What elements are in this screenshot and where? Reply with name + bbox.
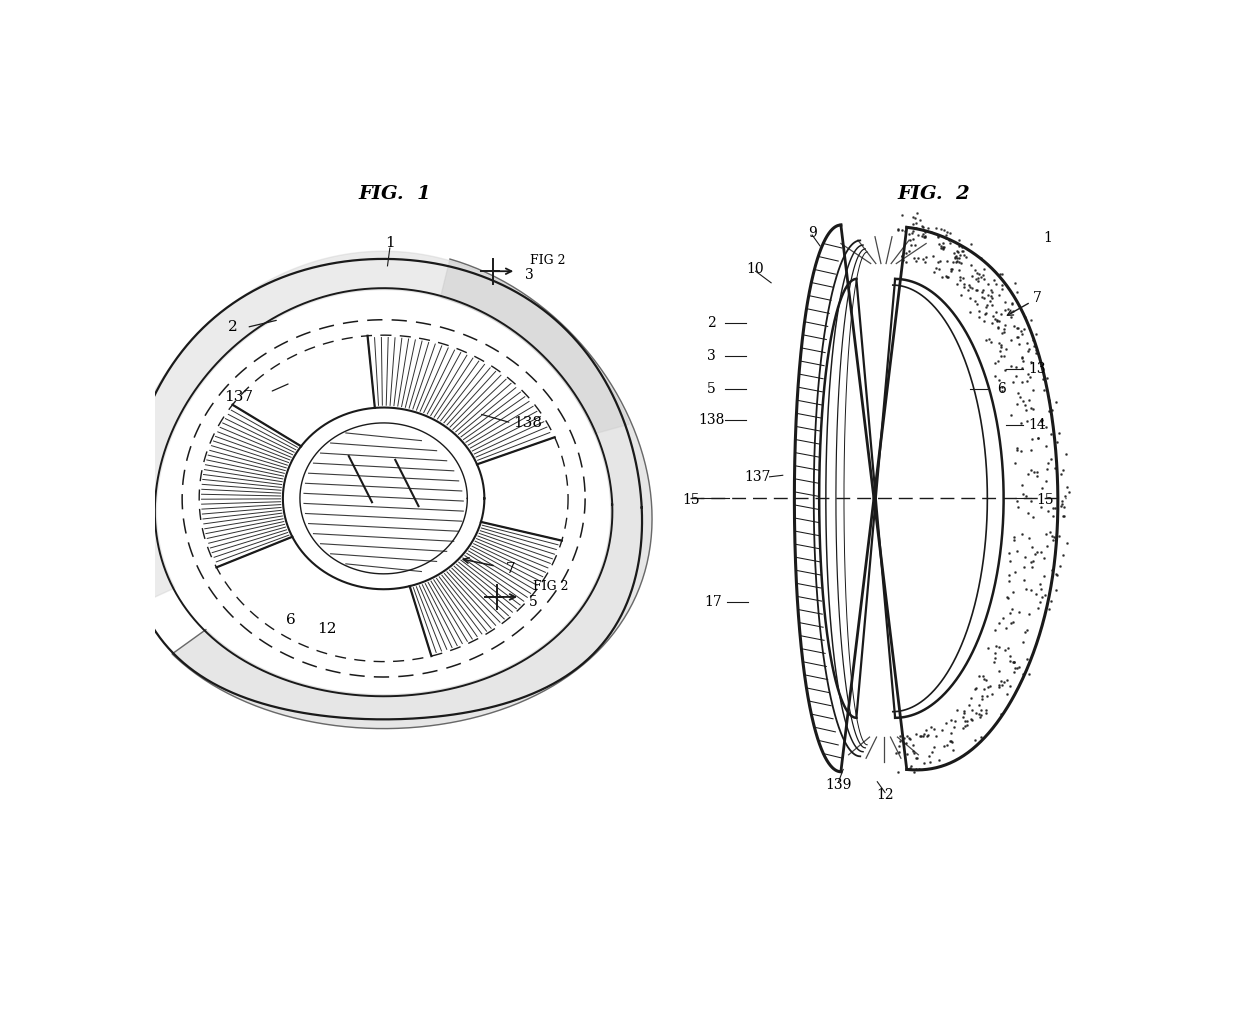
Text: 12: 12	[877, 788, 894, 802]
Text: 13: 13	[1028, 362, 1045, 376]
Text: 7: 7	[506, 562, 516, 576]
Polygon shape	[118, 251, 630, 604]
Text: 2: 2	[707, 316, 715, 330]
Text: 6: 6	[285, 613, 295, 627]
Text: 12: 12	[317, 623, 337, 637]
Text: 7: 7	[1033, 292, 1042, 305]
Text: FIG.  2: FIG. 2	[898, 186, 970, 203]
Text: FIG 2: FIG 2	[533, 580, 569, 593]
Text: 3: 3	[526, 268, 534, 283]
Text: 1: 1	[384, 236, 394, 250]
Text: 138: 138	[513, 416, 542, 430]
Text: 10: 10	[746, 262, 764, 275]
Text: 2: 2	[228, 321, 237, 334]
Text: 17: 17	[704, 595, 722, 609]
Text: 137: 137	[224, 389, 253, 404]
Text: 15: 15	[682, 493, 701, 507]
Text: 6: 6	[997, 382, 1006, 397]
Text: 15: 15	[1035, 493, 1054, 507]
Text: 5: 5	[707, 382, 715, 397]
Text: 14: 14	[1028, 418, 1045, 432]
Text: 139: 139	[826, 778, 852, 792]
Text: 1: 1	[1043, 231, 1053, 245]
Text: 138: 138	[698, 413, 724, 427]
Text: 3: 3	[707, 349, 715, 363]
Text: 137: 137	[745, 470, 771, 484]
Text: FIG.  1: FIG. 1	[358, 186, 432, 203]
Polygon shape	[172, 259, 652, 728]
Text: FIG 2: FIG 2	[531, 254, 565, 267]
Text: 9: 9	[807, 226, 817, 240]
Text: 5: 5	[528, 594, 537, 608]
